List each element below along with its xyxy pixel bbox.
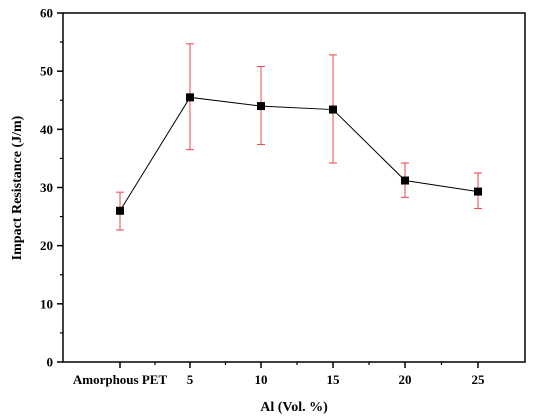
data-point [257,102,265,111]
data-point [329,105,337,114]
y-axis-ticks: 0 10 20 30 40 50 60 [40,6,63,370]
x-tick-label: 20 [399,372,412,387]
y-tick-label: 0 [47,355,54,370]
y-tick-label: 50 [40,64,53,79]
plot-area-frame [62,12,526,363]
data-markers [116,93,482,215]
data-point [474,187,482,196]
x-axis-ticks: Amorphous PET 5 10 15 20 25 [73,362,485,387]
y-tick-label: 60 [40,6,53,21]
y-tick-label: 30 [40,180,53,195]
y-tick-label: 40 [40,122,53,137]
x-tick-label: 10 [255,372,268,387]
data-point [116,206,124,215]
x-axis-title: Al (Vol. %) [260,400,328,415]
x-tick-label: 25 [472,372,486,387]
x-tick-label: 5 [187,372,194,387]
y-axis-title: Impact Resistance (J/m) [10,115,25,260]
x-tick-label: 15 [327,372,341,387]
y-tick-label: 20 [40,238,53,253]
y-tick-label: 10 [40,296,53,311]
data-point [186,93,194,102]
series-line-group [119,96,479,212]
data-point [401,176,409,185]
series-line [119,96,479,212]
error-bars [116,43,482,231]
x-tick-label: Amorphous PET [73,372,168,387]
